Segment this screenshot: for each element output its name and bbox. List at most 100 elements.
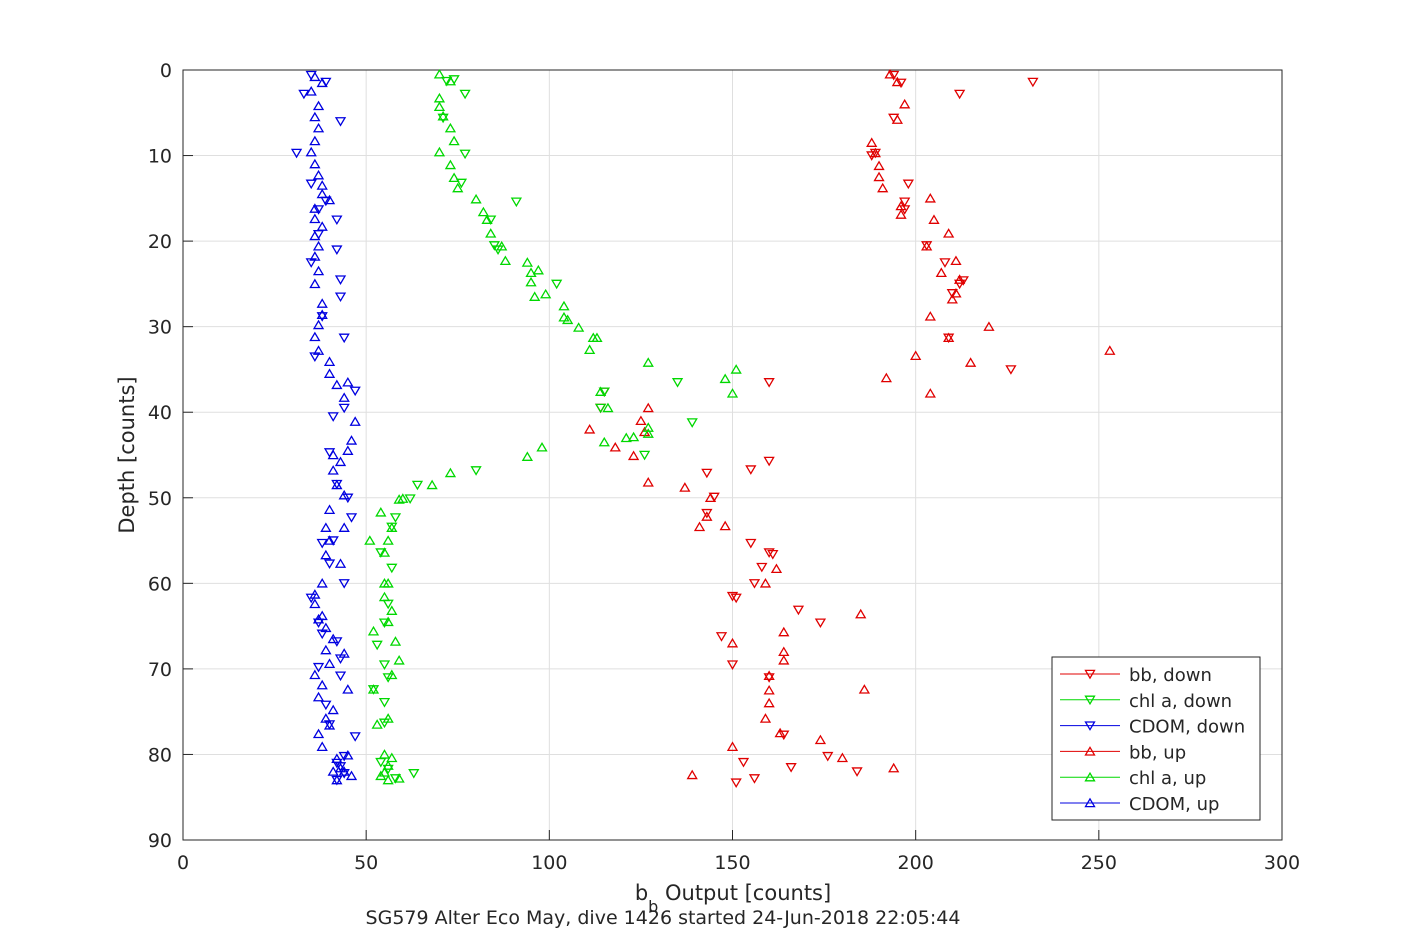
data-point [338, 403, 350, 414]
data-point [386, 752, 398, 763]
x-tick-label: 200 [898, 852, 934, 874]
data-point [382, 760, 394, 770]
data-point [763, 684, 775, 695]
data-point [345, 435, 358, 445]
data-point [778, 730, 790, 741]
data-point [312, 240, 325, 251]
data-point [327, 704, 339, 715]
data-point [895, 78, 907, 89]
x-tick-label: 250 [1081, 852, 1117, 874]
y-tick-label: 50 [148, 488, 172, 510]
legend-label: chl a, up [1129, 768, 1206, 789]
data-point [305, 179, 317, 190]
data-point [778, 655, 790, 665]
legend-entry: CDOM, down [1060, 717, 1245, 738]
data-point [382, 535, 394, 545]
data-point [529, 291, 541, 301]
legend-label: CDOM, up [1129, 794, 1219, 815]
data-point [367, 625, 380, 636]
data-point [873, 160, 885, 171]
data-point [642, 422, 654, 432]
data-point [525, 276, 537, 287]
data-point [943, 228, 955, 238]
data-point [389, 513, 402, 523]
data-point [591, 332, 603, 343]
data-point [671, 378, 684, 388]
data-point [521, 257, 533, 267]
legend-entry: bb, up [1060, 742, 1186, 763]
data-point [496, 240, 508, 251]
data-point [686, 769, 698, 780]
x-axis-label-subscript: b [648, 897, 658, 916]
data-point [433, 68, 446, 79]
data-point [309, 111, 321, 122]
data-point [331, 245, 343, 255]
data-point [488, 241, 501, 251]
legend-entry: chl a, up [1060, 768, 1206, 789]
data-point [323, 504, 336, 515]
data-point [378, 718, 391, 729]
data-point [943, 332, 955, 343]
y-axis-label: Depth [counts] [115, 376, 139, 533]
data-point [444, 159, 457, 170]
data-point [562, 314, 574, 325]
data-point [327, 465, 339, 475]
data-point [290, 148, 303, 159]
data-point [759, 713, 772, 723]
data-point [331, 774, 343, 785]
data-point [433, 146, 446, 157]
data-point [393, 494, 405, 504]
data-point [924, 311, 936, 321]
data-point [899, 197, 911, 208]
data-point [312, 100, 325, 111]
data-point [309, 278, 321, 289]
data-point [891, 114, 903, 124]
data-point [334, 117, 347, 127]
data-point [763, 548, 775, 558]
series-4 [364, 68, 742, 785]
data-point [701, 511, 713, 521]
data-point [946, 293, 958, 304]
data-point [327, 536, 339, 546]
data-point [873, 171, 885, 182]
data-point [778, 626, 790, 637]
data-point [785, 763, 797, 773]
data-point [375, 506, 387, 517]
data-point [583, 424, 596, 434]
data-point [686, 418, 698, 428]
data-point [701, 508, 713, 519]
data-point [426, 479, 438, 490]
data-point [331, 753, 343, 763]
data-point [737, 757, 750, 768]
data-point [331, 637, 343, 647]
data-point [408, 769, 420, 779]
data-point [327, 766, 339, 776]
data-point [338, 751, 350, 762]
data-point [334, 456, 347, 467]
data-point [382, 713, 394, 723]
data-point [532, 264, 544, 275]
data-point [767, 549, 779, 560]
data-point [719, 373, 731, 384]
data-point [386, 605, 398, 615]
data-point [382, 673, 394, 683]
data-point [499, 255, 512, 266]
data-point [477, 206, 490, 217]
data-point [386, 563, 398, 574]
data-point [573, 322, 585, 332]
figure-caption: SG579 Alter Eco May, dive 1426 started 2… [366, 907, 961, 929]
legend-box [1051, 656, 1261, 821]
x-tick-label: 50 [354, 852, 378, 874]
data-point [309, 213, 321, 224]
y-tick-label: 60 [148, 573, 172, 595]
data-point [316, 538, 328, 549]
data-point [470, 193, 482, 204]
legend-marker [1084, 746, 1096, 756]
data-point [745, 538, 757, 549]
data-point [371, 719, 383, 729]
data-point [444, 122, 457, 133]
data-point [312, 169, 325, 180]
y-tick-label: 20 [148, 231, 172, 253]
data-point [312, 728, 325, 739]
data-point [448, 172, 460, 183]
